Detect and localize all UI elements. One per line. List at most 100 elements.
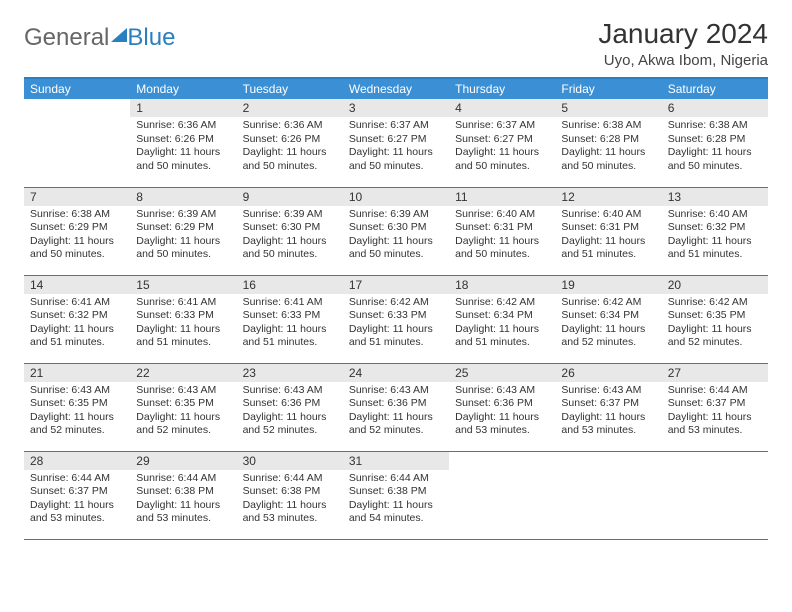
day-number: 28: [24, 452, 130, 470]
logo-text-blue: Blue: [127, 24, 175, 52]
sunrise-line: Sunrise: 6:42 AM: [455, 296, 549, 310]
day-details: Sunrise: 6:37 AMSunset: 6:27 PMDaylight:…: [343, 117, 449, 178]
day-number: 1: [130, 99, 236, 117]
sunrise-line: Sunrise: 6:44 AM: [668, 384, 762, 398]
daylight-line: Daylight: 11 hours and 50 minutes.: [136, 235, 230, 262]
sunset-line: Sunset: 6:30 PM: [349, 221, 443, 235]
sunset-line: Sunset: 6:35 PM: [30, 397, 124, 411]
day-number: 6: [662, 99, 768, 117]
empty-cell: [662, 451, 768, 539]
day-number: 10: [343, 188, 449, 206]
weekday-header: Tuesday: [237, 78, 343, 99]
day-details: Sunrise: 6:38 AMSunset: 6:29 PMDaylight:…: [24, 206, 130, 267]
page-header: General Blue January 2024 Uyo, Akwa Ibom…: [24, 18, 768, 69]
sunrise-line: Sunrise: 6:43 AM: [455, 384, 549, 398]
day-cell: 27Sunrise: 6:44 AMSunset: 6:37 PMDayligh…: [662, 363, 768, 451]
weekday-header: Sunday: [24, 78, 130, 99]
sunset-line: Sunset: 6:33 PM: [136, 309, 230, 323]
sunrise-line: Sunrise: 6:44 AM: [136, 472, 230, 486]
day-number: 14: [24, 276, 130, 294]
sunrise-line: Sunrise: 6:44 AM: [349, 472, 443, 486]
sunrise-line: Sunrise: 6:43 AM: [243, 384, 337, 398]
day-number: 16: [237, 276, 343, 294]
daylight-line: Daylight: 11 hours and 50 minutes.: [243, 146, 337, 173]
day-cell: 18Sunrise: 6:42 AMSunset: 6:34 PMDayligh…: [449, 275, 555, 363]
day-details: Sunrise: 6:36 AMSunset: 6:26 PMDaylight:…: [237, 117, 343, 178]
sunset-line: Sunset: 6:36 PM: [455, 397, 549, 411]
weekday-header: Monday: [130, 78, 236, 99]
day-details: Sunrise: 6:44 AMSunset: 6:38 PMDaylight:…: [130, 470, 236, 531]
day-details: Sunrise: 6:43 AMSunset: 6:36 PMDaylight:…: [343, 382, 449, 443]
day-number: 21: [24, 364, 130, 382]
daylight-line: Daylight: 11 hours and 51 minutes.: [136, 323, 230, 350]
day-details: Sunrise: 6:43 AMSunset: 6:36 PMDaylight:…: [237, 382, 343, 443]
daylight-line: Daylight: 11 hours and 53 minutes.: [561, 411, 655, 438]
daylight-line: Daylight: 11 hours and 53 minutes.: [668, 411, 762, 438]
day-cell: 5Sunrise: 6:38 AMSunset: 6:28 PMDaylight…: [555, 99, 661, 187]
day-number: [449, 452, 555, 456]
day-details: Sunrise: 6:37 AMSunset: 6:27 PMDaylight:…: [449, 117, 555, 178]
logo-sail-icon: [111, 28, 127, 42]
day-number: 30: [237, 452, 343, 470]
day-number: 22: [130, 364, 236, 382]
day-details: Sunrise: 6:42 AMSunset: 6:35 PMDaylight:…: [662, 294, 768, 355]
day-number: 24: [343, 364, 449, 382]
logo-text-general: General: [24, 24, 109, 52]
day-details: Sunrise: 6:43 AMSunset: 6:36 PMDaylight:…: [449, 382, 555, 443]
sunrise-line: Sunrise: 6:43 AM: [561, 384, 655, 398]
daylight-line: Daylight: 11 hours and 53 minutes.: [136, 499, 230, 526]
day-cell: 11 Sunrise: 6:40 AMSunset: 6:31 PMDayligh…: [449, 187, 555, 275]
day-cell: 19Sunrise: 6:42 AMSunset: 6:34 PMDayligh…: [555, 275, 661, 363]
sunset-line: Sunset: 6:38 PM: [136, 485, 230, 499]
day-number: 9: [237, 188, 343, 206]
day-details: Sunrise: 6:43 AMSunset: 6:35 PMDaylight:…: [24, 382, 130, 443]
day-details: Sunrise: 6:43 AMSunset: 6:37 PMDaylight:…: [555, 382, 661, 443]
daylight-line: Daylight: 11 hours and 50 minutes.: [349, 146, 443, 173]
sunset-line: Sunset: 6:31 PM: [455, 221, 549, 235]
calendar-body: 1Sunrise: 6:36 AMSunset: 6:26 PMDaylight…: [24, 99, 768, 539]
daylight-line: Daylight: 11 hours and 50 minutes.: [455, 235, 549, 262]
day-number: 4: [449, 99, 555, 117]
day-number: 5: [555, 99, 661, 117]
daylight-line: Daylight: 11 hours and 51 minutes.: [243, 323, 337, 350]
sunset-line: Sunset: 6:36 PM: [243, 397, 337, 411]
day-cell: 1Sunrise: 6:36 AMSunset: 6:26 PMDaylight…: [130, 99, 236, 187]
day-details: Sunrise: 6:38 AMSunset: 6:28 PMDaylight:…: [555, 117, 661, 178]
sunset-line: Sunset: 6:36 PM: [349, 397, 443, 411]
day-details: Sunrise: 6:42 AMSunset: 6:34 PMDaylight:…: [555, 294, 661, 355]
page-title: January 2024: [598, 18, 768, 50]
day-number: [555, 452, 661, 456]
sunrise-line: Sunrise: 6:39 AM: [349, 208, 443, 222]
daylight-line: Daylight: 11 hours and 50 minutes.: [561, 146, 655, 173]
sunset-line: Sunset: 6:28 PM: [668, 133, 762, 147]
day-cell: 13Sunrise: 6:40 AMSunset: 6:32 PMDayligh…: [662, 187, 768, 275]
day-number: 31: [343, 452, 449, 470]
sunset-line: Sunset: 6:34 PM: [455, 309, 549, 323]
daylight-line: Daylight: 11 hours and 52 minutes.: [136, 411, 230, 438]
sunrise-line: Sunrise: 6:40 AM: [455, 208, 549, 222]
day-number: 20: [662, 276, 768, 294]
weekday-header: Wednesday: [343, 78, 449, 99]
title-block: January 2024 Uyo, Akwa Ibom, Nigeria: [598, 18, 768, 69]
day-number: 2: [237, 99, 343, 117]
day-number: 7: [24, 188, 130, 206]
sunset-line: Sunset: 6:38 PM: [243, 485, 337, 499]
daylight-line: Daylight: 11 hours and 52 minutes.: [668, 323, 762, 350]
day-number: 11: [449, 188, 555, 206]
location-subtitle: Uyo, Akwa Ibom, Nigeria: [598, 52, 768, 69]
day-number: 25: [449, 364, 555, 382]
day-number: [662, 452, 768, 456]
day-details: Sunrise: 6:40 AMSunset: 6:31 PMDaylight:…: [555, 206, 661, 267]
sunset-line: Sunset: 6:29 PM: [30, 221, 124, 235]
daylight-line: Daylight: 11 hours and 50 minutes.: [668, 146, 762, 173]
sunset-line: Sunset: 6:30 PM: [243, 221, 337, 235]
day-cell: 24Sunrise: 6:43 AMSunset: 6:36 PMDayligh…: [343, 363, 449, 451]
day-cell: 29Sunrise: 6:44 AMSunset: 6:38 PMDayligh…: [130, 451, 236, 539]
empty-cell: [449, 451, 555, 539]
sunrise-line: Sunrise: 6:40 AM: [561, 208, 655, 222]
daylight-line: Daylight: 11 hours and 51 minutes.: [455, 323, 549, 350]
sunrise-line: Sunrise: 6:36 AM: [136, 119, 230, 133]
day-cell: 12Sunrise: 6:40 AMSunset: 6:31 PMDayligh…: [555, 187, 661, 275]
day-cell: 15Sunrise: 6:41 AMSunset: 6:33 PMDayligh…: [130, 275, 236, 363]
day-number: 15: [130, 276, 236, 294]
